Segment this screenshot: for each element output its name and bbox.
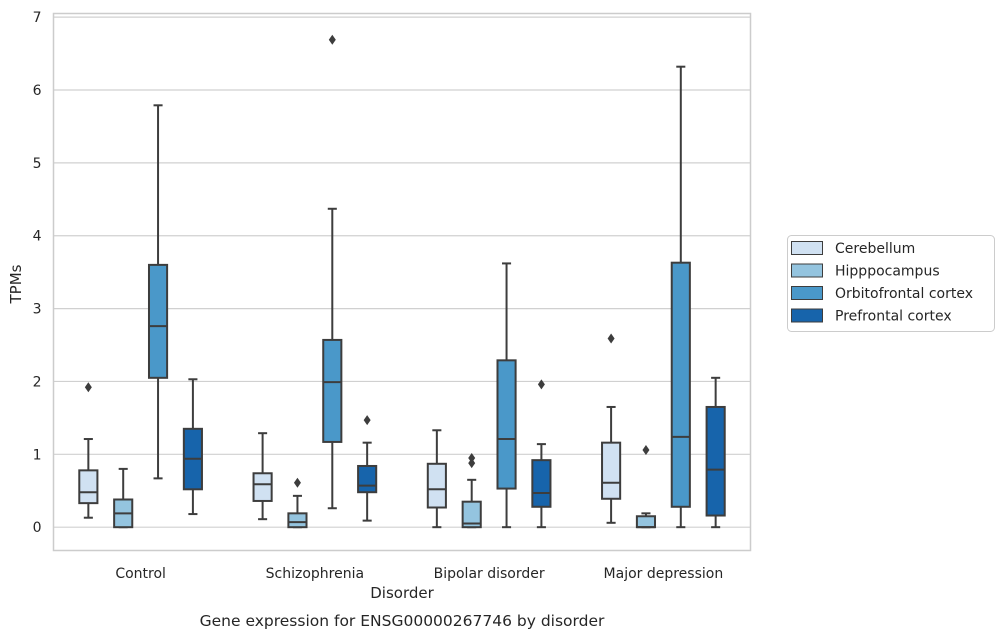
box-group	[461, 452, 482, 529]
box-body	[635, 515, 657, 529]
box-group	[113, 467, 134, 529]
box-group	[531, 379, 552, 529]
outlier-point	[293, 477, 301, 488]
box-group	[287, 477, 308, 529]
box-body	[531, 459, 552, 508]
box-group	[705, 376, 726, 529]
box-group	[426, 429, 447, 529]
box-group	[252, 432, 273, 521]
outlier-point	[468, 452, 476, 463]
box-group	[78, 382, 99, 519]
box-body	[461, 500, 482, 529]
legend: Cerebellum Hipppocampus Orbitofrontal cort…	[787, 235, 995, 332]
x-axis-title: Disorder	[370, 584, 434, 602]
box-body	[287, 512, 308, 529]
box-body	[705, 405, 726, 517]
y-tick-label: 3	[33, 302, 42, 318]
y-tick-label: 0	[33, 520, 42, 536]
legend-swatch	[791, 263, 823, 278]
y-tick-label: 6	[33, 83, 42, 99]
box-body	[426, 462, 447, 509]
legend-label: Prefrontal cortex	[835, 309, 952, 325]
outlier-point	[642, 444, 650, 455]
box-body	[670, 261, 691, 508]
outlier-point	[363, 415, 371, 426]
y-tick-label: 7	[33, 10, 42, 26]
box-body	[357, 464, 378, 494]
box-body	[601, 441, 622, 500]
box-body	[147, 263, 169, 379]
box-group	[635, 444, 657, 529]
box-group	[147, 104, 169, 480]
box-plot-marks	[78, 34, 726, 529]
box-group	[601, 333, 622, 524]
legend-swatch	[791, 308, 823, 323]
legend-swatch	[791, 241, 823, 255]
outlier-point	[84, 382, 92, 393]
outlier-point	[328, 34, 336, 45]
y-tick-label: 4	[33, 229, 42, 245]
outlier-point	[468, 458, 476, 469]
chart-caption: Gene expression for ENSG00000267746 by d…	[200, 612, 605, 630]
y-tick-label: 1	[33, 447, 42, 463]
box-group	[182, 378, 203, 516]
legend-frame	[787, 235, 995, 332]
box-group	[357, 415, 378, 522]
legend-label: Cerebellum	[835, 241, 915, 257]
y-gridlines	[53, 16, 751, 528]
x-tick-label: Control	[115, 566, 166, 582]
box-body	[252, 472, 273, 502]
box-body	[496, 359, 517, 490]
axes: 0 1 2 3 4 5 6 7 Control Schizophrenia Bipolar diso…	[33, 10, 724, 582]
outlier-point	[537, 379, 545, 390]
legend-swatch	[791, 286, 823, 300]
box-group	[670, 65, 691, 529]
box-group	[322, 34, 343, 510]
x-tick-label: Bipolar disorder	[434, 566, 545, 582]
y-tick-label: 5	[33, 156, 42, 172]
x-tick-label: Major depression	[604, 566, 724, 582]
legend-label: Hipppocampus	[835, 264, 940, 280]
box-body	[322, 338, 343, 443]
box-body	[78, 469, 99, 505]
legend-label: Orbitofrontal cortex	[835, 286, 973, 302]
y-axis-title: TPMs	[7, 264, 25, 304]
box-group	[496, 262, 517, 529]
x-tick-label: Schizophrenia	[266, 566, 364, 582]
plot-area-frame	[52, 12, 752, 552]
outlier-point	[607, 333, 615, 344]
y-tick-label: 2	[33, 374, 42, 390]
